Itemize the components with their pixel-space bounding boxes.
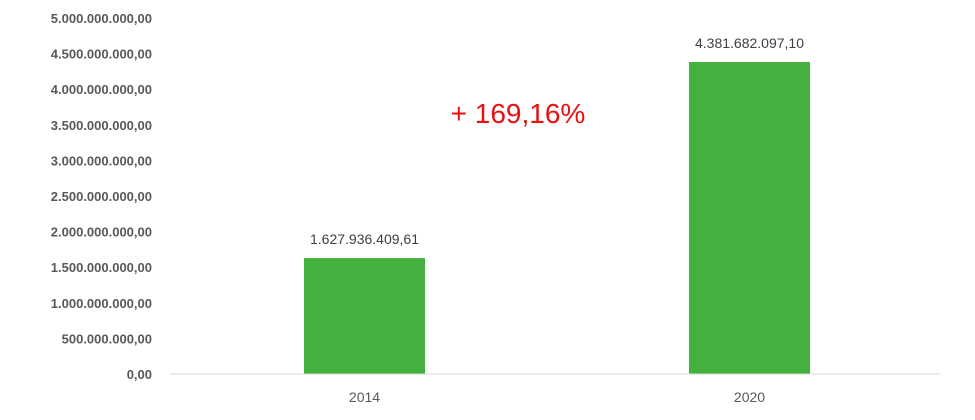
y-tick-label: 3.500.000.000,00 (51, 118, 152, 133)
x-tick-label-2014: 2014 (349, 389, 380, 405)
y-tick-label: 500.000.000,00 (62, 331, 152, 346)
growth-annotation: + 169,16% (451, 98, 586, 129)
y-tick-label: 1.000.000.000,00 (51, 296, 152, 311)
y-tick-label: 4.500.000.000,00 (51, 47, 152, 62)
y-tick-label: 5.000.000.000,00 (51, 11, 152, 26)
bar-2020 (689, 62, 810, 375)
y-tick-label: 2.000.000.000,00 (51, 225, 152, 240)
data-labels: 1.627.936.409,61 4.381.682.097,10 (310, 35, 804, 247)
x-axis: 2014 2020 (170, 373, 940, 405)
y-axis: 0,00 500.000.000,00 1.000.000.000,00 1.500.… (51, 11, 152, 382)
data-label-2020: 4.381.682.097,10 (695, 35, 804, 51)
bars (304, 62, 810, 375)
y-tick-label: 0,00 (127, 367, 152, 382)
bar-2014 (304, 258, 425, 374)
data-label-2014: 1.627.936.409,61 (310, 231, 419, 247)
y-tick-label: 3.000.000.000,00 (51, 153, 152, 168)
y-tick-label: 2.500.000.000,00 (51, 189, 152, 204)
y-tick-label: 1.500.000.000,00 (51, 260, 152, 275)
y-tick-label: 4.000.000.000,00 (51, 82, 152, 97)
x-tick-label-2020: 2020 (734, 389, 765, 405)
